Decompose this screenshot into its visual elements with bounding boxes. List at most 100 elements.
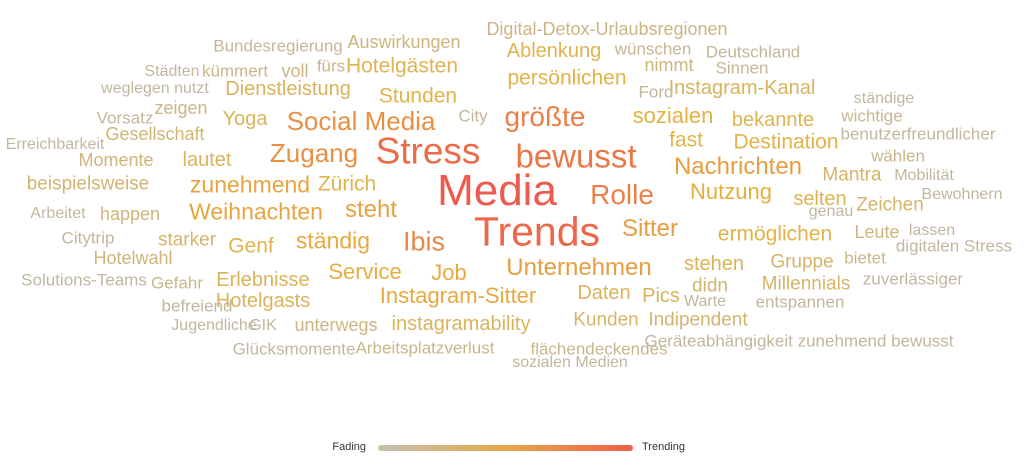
cloud-word: Arbeitsplatzverlust — [355, 338, 495, 358]
cloud-word: Städten — [144, 63, 200, 80]
cloud-word: steht — [344, 196, 398, 223]
cloud-word: Leute — [854, 222, 900, 242]
cloud-word: Bundesregierung — [213, 36, 343, 56]
cloud-word: weglegen nutzt — [101, 80, 209, 97]
cloud-word: entspannen — [755, 292, 845, 312]
cloud-word: befreiend — [161, 296, 233, 316]
cloud-word: Zeichen — [856, 194, 924, 216]
color-legend: Fading Trending — [0, 437, 1024, 461]
cloud-word: Glücksmomente — [232, 339, 356, 359]
cloud-word: nimmt — [644, 55, 694, 75]
cloud-word: GIK — [249, 317, 277, 334]
cloud-word: Social Media — [286, 106, 436, 136]
cloud-word: digitalen Stress — [895, 236, 1013, 256]
cloud-word: Daten — [577, 282, 631, 304]
cloud-word: Jugendliche — [171, 317, 257, 334]
cloud-word: Bewohnern — [921, 186, 1003, 203]
cloud-word: City — [458, 106, 488, 126]
cloud-word: Nutzung — [690, 179, 772, 204]
cloud-word: Unternehmen — [506, 254, 652, 281]
cloud-word: Hotelwahl — [93, 248, 173, 268]
cloud-word: Mobilität — [894, 167, 954, 184]
cloud-word: Destination — [733, 130, 839, 154]
cloud-word: starker — [157, 229, 217, 251]
cloud-word: bekannte — [731, 109, 815, 131]
cloud-word: größte — [504, 101, 586, 132]
legend-gradient-bar — [378, 445, 633, 451]
cloud-word: Nachrichten — [673, 153, 803, 180]
cloud-word: Arbeitet — [30, 205, 86, 222]
cloud-word: voll — [281, 61, 309, 81]
cloud-word: Digital-Detox-Urlaubsregionen — [486, 19, 728, 39]
cloud-word: Dienstleistung — [225, 78, 351, 100]
cloud-word: lassen — [908, 222, 956, 239]
cloud-word: persönlichen — [507, 66, 627, 90]
cloud-word: selten — [793, 188, 847, 210]
cloud-word: Pics — [642, 285, 680, 307]
cloud-word: zeigen — [154, 98, 208, 118]
cloud-word: Instagram-Kanal — [668, 77, 816, 99]
cloud-word: Citytrip — [61, 228, 115, 248]
cloud-word: genau — [808, 203, 854, 220]
legend-label-fading: Fading — [332, 441, 366, 453]
cloud-word: Ibis — [402, 226, 446, 257]
cloud-word: Indipendent — [648, 309, 748, 331]
cloud-word: fast — [669, 128, 703, 152]
cloud-word: Zugang — [269, 138, 359, 168]
cloud-word: ständig — [295, 227, 371, 254]
cloud-word: fürs — [316, 56, 346, 76]
cloud-word: didn — [692, 275, 728, 297]
cloud-word: Deutschland — [705, 42, 801, 62]
cloud-word: Sitter — [621, 215, 679, 242]
cloud-word: flächendeckendes — [530, 339, 668, 359]
cloud-word: Stunden — [378, 84, 458, 108]
cloud-word: Rolle — [590, 179, 654, 210]
cloud-word: Momente — [78, 150, 154, 170]
cloud-word: zuverlässiger — [862, 269, 964, 289]
cloud-word: Mantra — [822, 164, 882, 186]
cloud-word: stehen — [683, 253, 745, 275]
cloud-word: Hotelgasts — [215, 290, 311, 312]
cloud-word: Kunden — [573, 309, 639, 331]
cloud-word: wählen — [871, 146, 925, 166]
cloud-word: Weihnachten — [189, 198, 323, 225]
cloud-word: Gesellschaft — [105, 124, 205, 144]
cloud-word: Erreichbarkeit — [5, 136, 105, 153]
cloud-word: sozialen Medien — [512, 354, 628, 371]
cloud-word: Erlebnisse — [216, 269, 310, 291]
cloud-word: ermöglichen — [717, 222, 833, 246]
cloud-word: Hotelgästen — [345, 54, 459, 78]
cloud-word: Media — [437, 166, 557, 215]
cloud-word: bewusst — [515, 137, 637, 175]
cloud-word: Millennials — [761, 273, 851, 295]
cloud-word: ständige — [853, 90, 915, 107]
cloud-word: Service — [328, 259, 402, 284]
cloud-word: wichtige — [841, 106, 903, 126]
cloud-word: benutzerfreundlicher — [840, 124, 996, 144]
cloud-word: Ford — [638, 82, 674, 102]
cloud-word: Yoga — [222, 108, 268, 130]
cloud-word: Solutions-Teams — [21, 270, 147, 290]
cloud-word: Genf — [228, 234, 274, 258]
cloud-word: Stress — [375, 130, 481, 172]
cloud-word: Auswirkungen — [347, 32, 461, 52]
cloud-word: Geräteabhängigkeit zunehmend bewusst — [644, 331, 954, 351]
cloud-word: Instagram-Sitter — [379, 283, 537, 308]
cloud-word: instagramability — [391, 313, 531, 335]
cloud-word: Ablenkung — [506, 40, 602, 62]
cloud-word: Sinnen — [715, 58, 769, 78]
cloud-word: Gefahr — [151, 273, 203, 293]
cloud-word: Gruppe — [770, 251, 834, 273]
cloud-word: Zürich — [317, 172, 377, 196]
word-cloud: Media Trends Stress bewusst größte Rolle Ibis S… — [5, 19, 1013, 371]
cloud-word: happen — [99, 204, 161, 224]
cloud-word: Warte — [683, 293, 727, 310]
cloud-word: beispielsweise — [26, 173, 150, 195]
cloud-word: bietet — [844, 248, 886, 268]
cloud-word: Vorsatz — [96, 108, 154, 128]
cloud-word: zunehmend — [189, 171, 311, 198]
cloud-word: lautet — [182, 149, 232, 171]
cloud-word: sozialen — [632, 103, 714, 128]
cloud-word: unterwegs — [294, 315, 378, 335]
cloud-word: kümmert — [201, 61, 269, 81]
